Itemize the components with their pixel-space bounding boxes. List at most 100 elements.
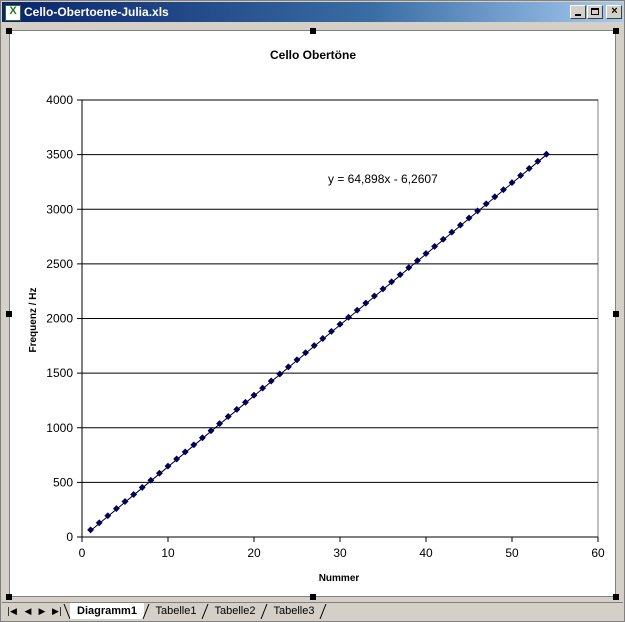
y-tick-label: 2500 — [46, 257, 73, 271]
tab-tabelle2[interactable]: Tabelle2 — [214, 605, 256, 617]
data-point — [276, 370, 284, 378]
data-point — [147, 476, 155, 484]
close-button[interactable]: × — [606, 5, 622, 19]
data-point — [319, 334, 327, 343]
resize-handle-top-left[interactable] — [6, 28, 12, 34]
resize-handle-top-right[interactable] — [613, 28, 619, 34]
data-point — [104, 512, 112, 520]
data-point — [284, 363, 292, 371]
data-point — [439, 235, 447, 243]
x-tick-label: 0 — [79, 546, 86, 560]
data-point — [138, 483, 146, 491]
data-point — [534, 157, 542, 165]
data-point — [310, 342, 318, 350]
data-point — [198, 434, 206, 442]
data-point — [181, 448, 189, 456]
data-point — [491, 193, 499, 201]
x-tick-label: 10 — [161, 546, 175, 560]
tab-edge — [201, 604, 209, 619]
data-point — [517, 171, 525, 180]
data-point — [370, 292, 378, 300]
tab-edge — [63, 604, 71, 619]
data-point — [87, 526, 95, 534]
scatter-chart[interactable]: Cello Obertöne 0 500 1000 1500 2000 2500 3000 3… — [10, 31, 615, 596]
data-point — [155, 469, 163, 477]
prev-sheet-icon[interactable]: ◀ — [24, 607, 32, 617]
data-point — [259, 384, 267, 392]
data-point — [233, 405, 241, 413]
plot-area[interactable]: 0 500 1000 1500 2000 2500 3000 3500 4000 0 10 20 30 4… — [46, 93, 605, 560]
data-point — [302, 349, 310, 357]
tab-diagramm1[interactable]: Diagramm1 — [70, 603, 144, 619]
data-point — [353, 306, 361, 314]
tab-tabelle1[interactable]: Tabelle1 — [155, 605, 197, 617]
data-point — [448, 228, 456, 236]
data-point — [112, 505, 120, 513]
data-point — [525, 164, 533, 172]
y-axis-title[interactable]: Frequenz / Hz — [28, 287, 39, 352]
data-point — [164, 462, 172, 470]
x-tick-label: 30 — [333, 546, 347, 560]
data-point — [413, 257, 421, 265]
window-title: Cello-Obertoene-Julia.xls — [24, 5, 169, 19]
data-point — [190, 441, 198, 449]
x-tick-label: 20 — [247, 546, 261, 560]
resize-handle-bottom[interactable] — [310, 594, 316, 600]
last-sheet-icon[interactable]: ▶| — [52, 607, 62, 617]
resize-handle-left[interactable] — [6, 311, 12, 317]
resize-handle-bottom-left[interactable] — [6, 594, 12, 600]
y-tick-label: 4000 — [46, 93, 73, 107]
data-point — [241, 398, 249, 406]
excel-icon[interactable] — [5, 5, 21, 21]
sheet-tab-bar: |◀ ◀ ▶ ▶| Diagramm1 Tabelle1 Tabelle2 Ta… — [2, 602, 623, 621]
data-point — [456, 221, 464, 229]
data-point — [542, 150, 550, 158]
maximize-button[interactable] — [587, 5, 603, 19]
data-point — [482, 200, 490, 208]
resize-handle-right[interactable] — [613, 311, 619, 317]
data-point — [130, 490, 138, 499]
data-point — [207, 427, 215, 435]
data-point — [508, 179, 516, 187]
resize-handle-top[interactable] — [310, 28, 316, 34]
data-point — [431, 242, 439, 250]
data-point — [499, 186, 507, 194]
next-sheet-icon[interactable]: ▶ — [38, 607, 46, 617]
y-tick-label: 0 — [66, 530, 73, 544]
data-point — [224, 412, 232, 421]
y-tick-label: 1000 — [46, 421, 73, 435]
resize-handle-bottom-right[interactable] — [613, 594, 619, 600]
data-point — [327, 327, 335, 335]
data-point — [362, 299, 370, 307]
chart-area[interactable]: Cello Obertöne 0 500 1000 1500 2000 2500 3000 3… — [9, 30, 616, 597]
data-point — [267, 377, 275, 385]
data-point — [121, 497, 129, 506]
y-tick-label: 3500 — [46, 148, 73, 162]
data-point — [216, 420, 224, 428]
y-tick-label: 1500 — [46, 366, 73, 380]
title-bar[interactable]: Cello-Obertoene-Julia.xls × — [2, 2, 623, 22]
data-point — [95, 519, 103, 527]
first-sheet-icon[interactable]: |◀ — [7, 607, 17, 617]
y-tick-label: 500 — [53, 475, 73, 489]
data-point — [336, 320, 344, 328]
y-tick-label: 2000 — [46, 312, 73, 326]
minimize-icon — [575, 14, 581, 16]
chart-title[interactable]: Cello Obertöne — [270, 48, 356, 62]
data-point — [345, 313, 353, 321]
close-icon: × — [611, 5, 618, 17]
x-axis-title[interactable]: Nummer — [319, 573, 360, 584]
y-tick-label: 3000 — [46, 202, 73, 216]
data-point — [293, 356, 301, 364]
tab-tabelle3[interactable]: Tabelle3 — [273, 605, 315, 617]
x-tick-label: 60 — [591, 546, 605, 560]
data-point — [422, 249, 430, 258]
tab-edge — [260, 604, 268, 619]
trendline-equation[interactable]: y = 64,898x - 6,2607 — [328, 172, 438, 186]
data-point — [405, 264, 413, 272]
tab-edge — [319, 604, 327, 619]
minimize-button[interactable] — [570, 5, 586, 19]
data-point — [474, 207, 482, 215]
data-point — [173, 455, 181, 463]
